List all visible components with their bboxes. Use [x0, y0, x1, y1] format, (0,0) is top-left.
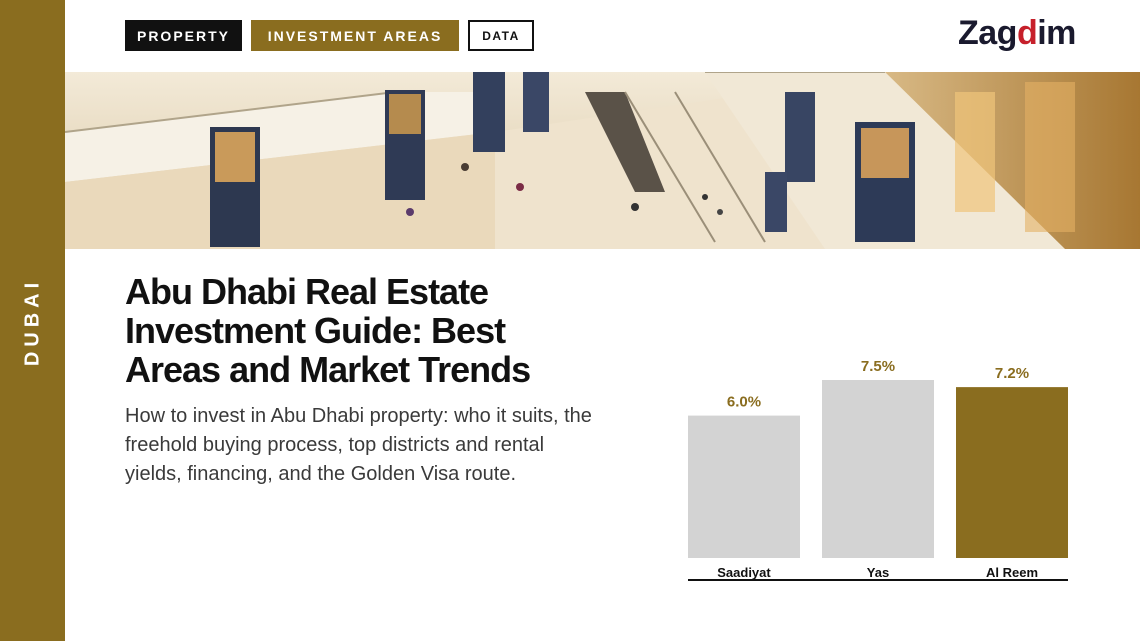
mall-interior-illustration — [65, 72, 1140, 249]
category-label: Al Reem — [986, 565, 1038, 580]
bar-al-reem — [956, 387, 1068, 558]
banner-image — [65, 72, 1140, 249]
category-label: Yas — [867, 565, 889, 580]
bar-yas — [822, 380, 934, 558]
yield-bar-chart: 6.0% Saadiyat 7.5% Yas 7.2% Al Reem — [680, 350, 1080, 585]
brand-logo[interactable]: Zagdim — [958, 14, 1076, 53]
bar-value-label: 7.2% — [995, 365, 1029, 382]
category-label: Saadiyat — [717, 565, 771, 580]
logo-text-start: Zag — [958, 14, 1017, 52]
side-label: DUBAI — [21, 277, 44, 367]
logo-text-end: im — [1037, 14, 1076, 52]
side-band: DUBAI — [0, 0, 65, 641]
page-subtitle: How to invest in Abu Dhabi property: who… — [125, 405, 592, 485]
bar-value-label: 7.5% — [861, 358, 895, 375]
tag-data[interactable]: DATA — [468, 20, 534, 51]
tag-investment-areas[interactable]: INVESTMENT AREAS — [251, 20, 459, 51]
logo-text-accent: d — [1016, 14, 1038, 52]
bar-saadiyat — [688, 415, 800, 558]
chart-svg: 6.0% Saadiyat 7.5% Yas 7.2% Al Reem — [688, 358, 1068, 581]
bar-value-label: 6.0% — [727, 394, 761, 411]
tag-row: PROPERTY INVESTMENT AREAS DATA — [125, 20, 534, 51]
tag-property[interactable]: PROPERTY — [125, 20, 242, 51]
page-title: Abu Dhabi Real Estate Investment Guide: … — [125, 271, 531, 390]
